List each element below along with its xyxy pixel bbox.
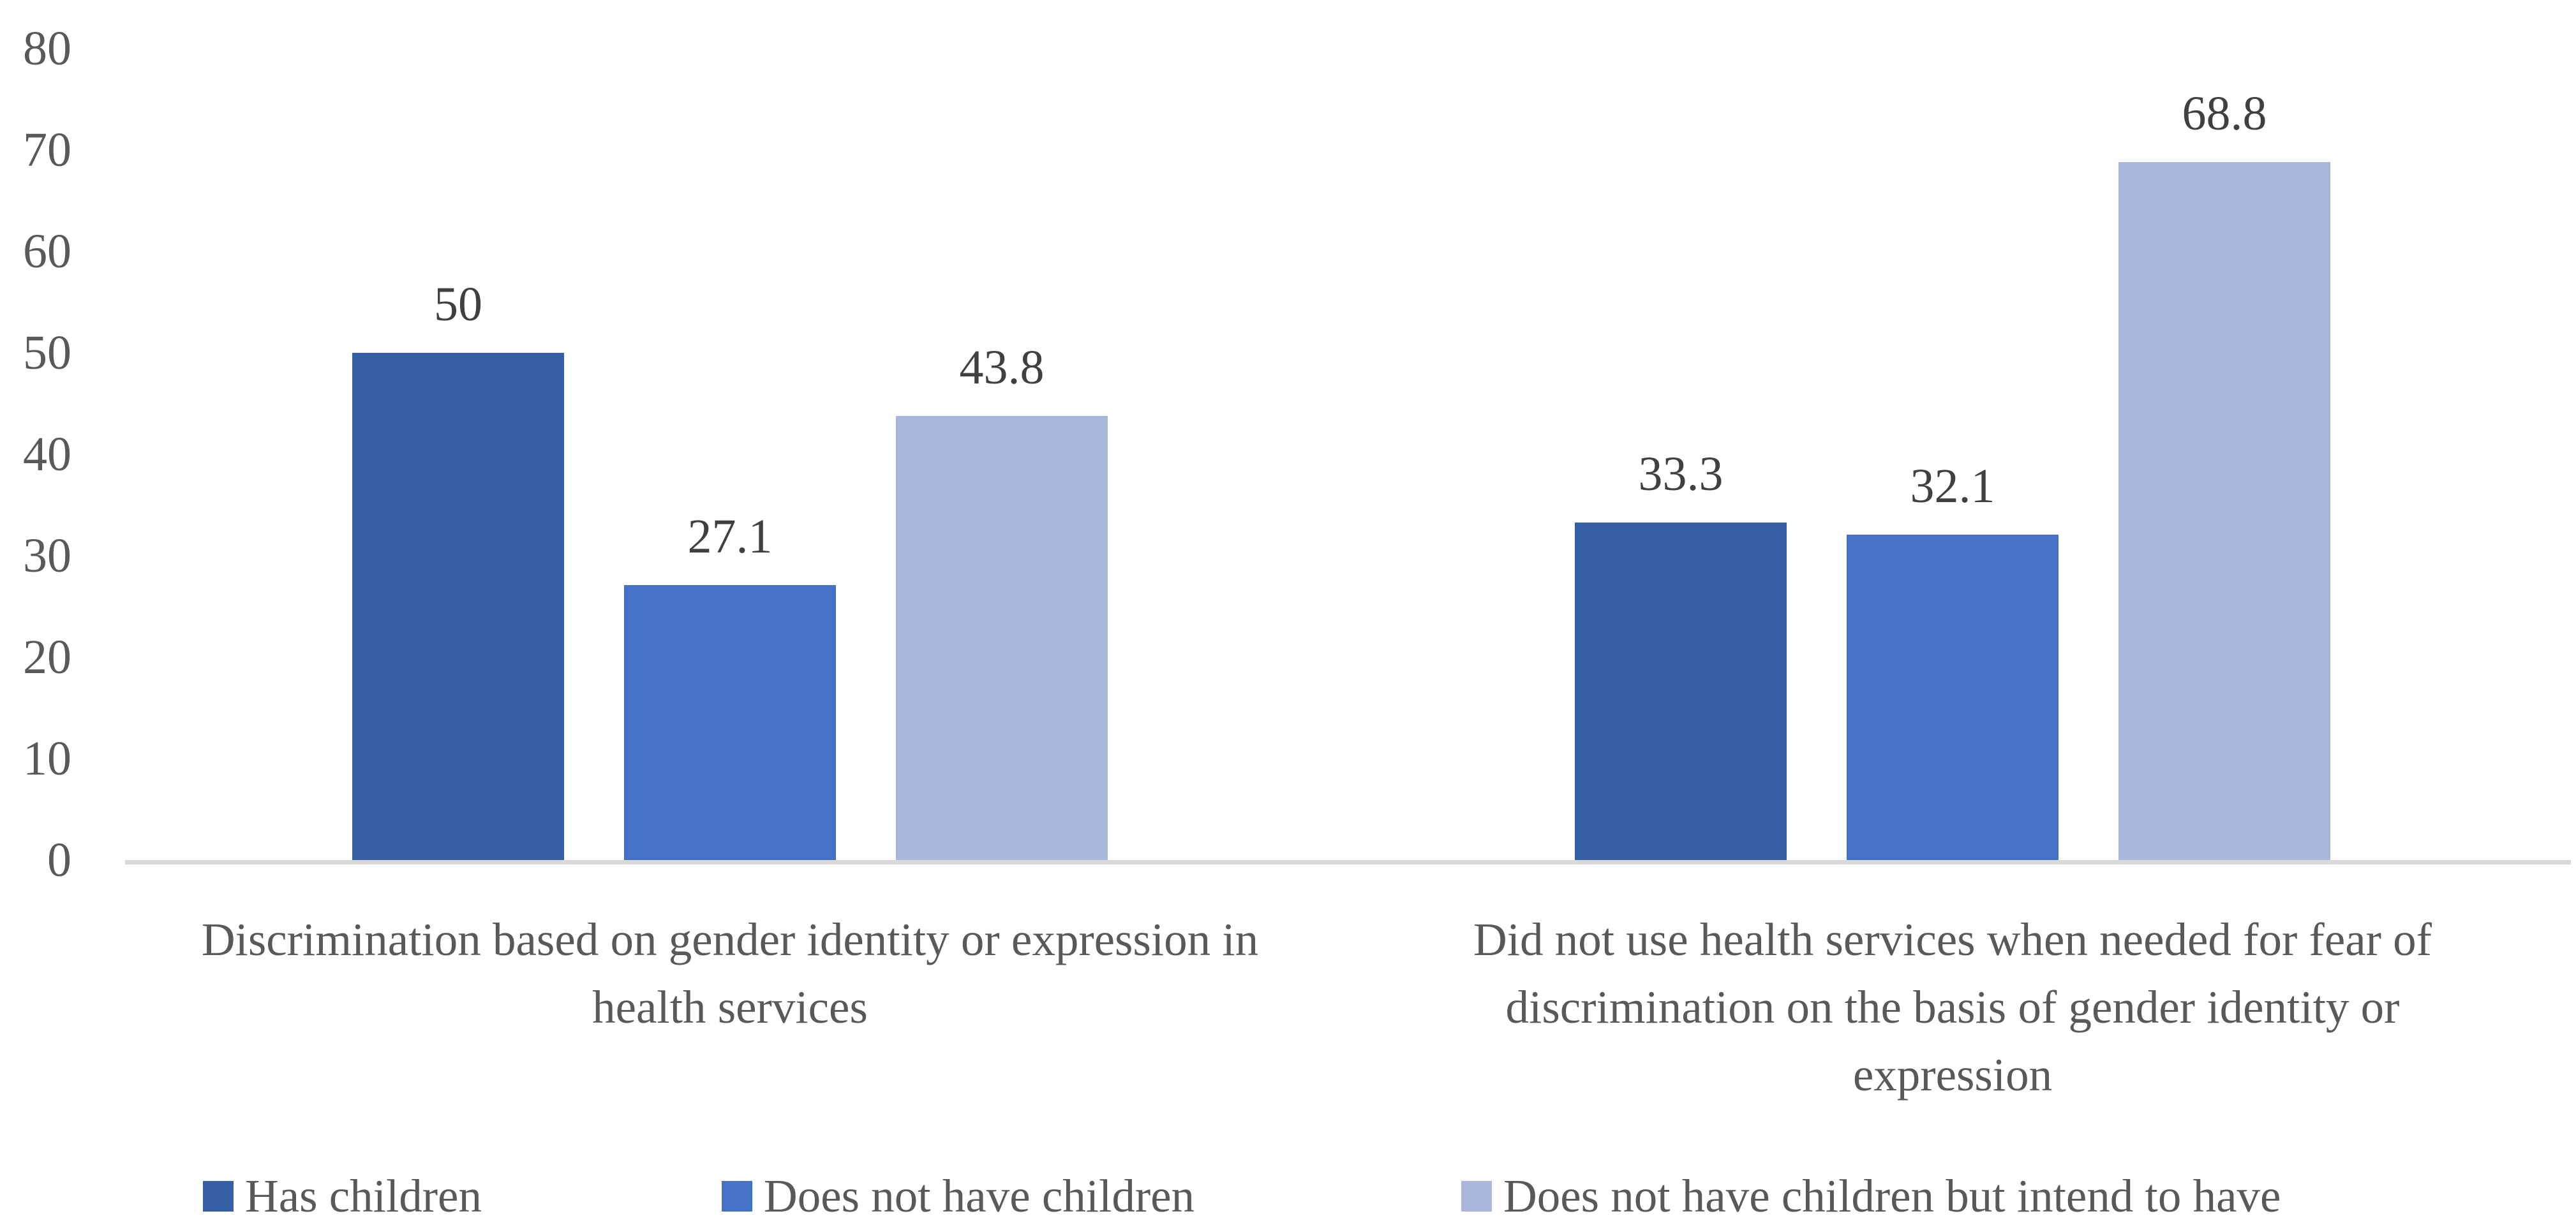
value-label-does-not-have-children-category-1: 27.1: [687, 510, 773, 564]
category-label-1: Discrimination based on gender identity …: [201, 914, 1259, 1033]
bar-does-not-have-children-but-intend-to-have-category-1: [896, 415, 1108, 860]
value-label-has-children-category-2: 33.3: [1638, 447, 1724, 501]
y-axis-tick-label-80: 80: [23, 22, 71, 75]
legend-item-does-not-have-children: Does not have children: [722, 1173, 1195, 1219]
legend-swatch-does-not-have-children: [722, 1180, 752, 1212]
legend-item-has-children: Has children: [203, 1173, 482, 1219]
y-axis-tick-label-60: 60: [23, 225, 71, 278]
bar-has-children-category-1: [352, 353, 564, 860]
bar-does-not-have-children-category-2: [1847, 534, 2059, 860]
y-axis-tick-label-40: 40: [23, 427, 71, 481]
legend-swatch-has-children: [203, 1180, 234, 1212]
y-axis-tick-label-30: 30: [23, 529, 71, 583]
legend-label-does-not-have-children: Does not have children: [764, 1170, 1195, 1222]
value-label-does-not-have-children-category-2: 32.1: [1910, 459, 1995, 513]
legend-label-does-not-have-children-but-intend-to-have: Does not have children but intend to hav…: [1503, 1170, 2281, 1222]
bar-does-not-have-children-but-intend-to-have-category-2: [2118, 162, 2330, 860]
legend-label-has-children: Has children: [245, 1170, 482, 1222]
bar-does-not-have-children-category-1: [624, 585, 836, 860]
x-axis-line: [125, 860, 2571, 865]
value-label-does-not-have-children-but-intend-to-have-category-1: 43.8: [959, 340, 1045, 394]
category-label-2: Did not use health services when needed …: [1473, 914, 2432, 1101]
value-label-does-not-have-children-but-intend-to-have-category-2: 68.8: [2182, 87, 2267, 141]
legend-swatch-does-not-have-children-but-intend-to-have: [1461, 1180, 1492, 1212]
bar-has-children-category-2: [1575, 522, 1787, 860]
y-axis-tick-label-70: 70: [23, 123, 71, 177]
y-axis-tick-label-10: 10: [23, 732, 71, 785]
legend-item-does-not-have-children-but-intend-to-have: Does not have children but intend to hav…: [1461, 1173, 2281, 1219]
y-axis-tick-label-0: 0: [47, 833, 71, 887]
y-axis-tick-label-50: 50: [23, 326, 71, 380]
value-label-has-children-category-1: 50: [434, 278, 482, 331]
y-axis-tick-label-20: 20: [23, 630, 71, 684]
